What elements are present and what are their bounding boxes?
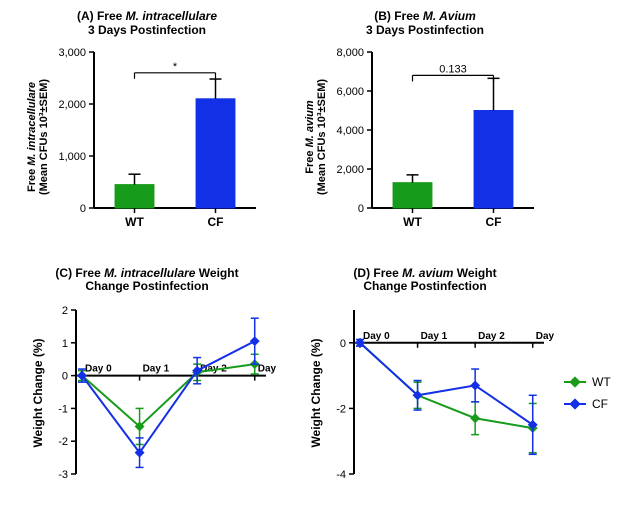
legend-wt-marker [569,376,580,387]
svg-text:0: 0 [62,371,68,383]
panel-c-svg: -3-2-1012Day 0Day 1Day 2Day 3 [46,298,276,488]
svg-text:0: 0 [340,338,346,350]
svg-text:CF: CF [486,215,502,229]
svg-text:2,000: 2,000 [58,99,86,111]
legend-cf-line [564,403,586,405]
panel-a-ylabel: Free M. intracellulare (Mean CFUs 10³±SE… [26,79,50,195]
panel-d-ylabel: Weight Change (%) [309,339,323,448]
legend-wt-line [564,381,586,383]
svg-text:Day 3: Day 3 [258,364,276,375]
panel-b-ylabel: Free M. avium (Mean CFUs 10³±SEM) [304,79,328,195]
svg-text:-2: -2 [336,403,346,415]
svg-text:Day 3: Day 3 [536,331,554,342]
panel-c: (C) Free M. intracellulare Weight Change… [8,265,286,522]
panel-a: (A) Free M. intracellulare 3 Days Postin… [8,8,286,265]
legend-cf-label: CF [592,397,608,411]
svg-text:8,000: 8,000 [336,47,364,59]
panel-a-chart: Free M. intracellulare (Mean CFUs 10³±SE… [56,42,286,232]
svg-text:Day 0: Day 0 [85,364,112,375]
panel-d: (D) Free M. avium Weight Change Postinfe… [286,265,564,522]
legend-cf-marker [569,398,580,409]
svg-text:-4: -4 [336,469,346,481]
svg-text:WT: WT [125,215,144,229]
panel-c-title: (C) Free M. intracellulare Weight Change… [8,267,286,295]
panel-d-chart: Weight Change (%) -4-20Day 0Day 1Day 2Da… [324,298,564,488]
svg-text:*: * [173,60,178,72]
svg-text:1: 1 [62,338,68,350]
panel-b: (B) Free M. Avium 3 Days Postinfection F… [286,8,564,265]
legend-wt: WT [564,375,632,389]
svg-text:2: 2 [62,305,68,317]
panel-d-title: (D) Free M. avium Weight Change Postinfe… [286,267,564,295]
legend-wt-label: WT [592,375,611,389]
svg-text:Day 1: Day 1 [421,331,448,342]
panel-d-svg: -4 -2 0 Day 0 Day 1 Day 2 Day 3 [324,298,554,488]
svg-text:0: 0 [358,203,364,215]
legend: WT CF [564,375,632,411]
svg-text:0: 0 [80,203,86,215]
svg-text:1,000: 1,000 [58,151,86,163]
figure-grid: (A) Free M. intracellulare 3 Days Postin… [8,8,632,521]
panel-c-chart: Weight Change (%) -3-2-1012Day 0Day 1Day… [46,298,286,488]
svg-text:0.133: 0.133 [439,63,467,75]
svg-text:-3: -3 [58,469,68,481]
panel-c-ylabel: Weight Change (%) [31,339,45,448]
svg-text:WT: WT [403,215,422,229]
svg-text:-2: -2 [58,436,68,448]
svg-text:Day 1: Day 1 [143,364,170,375]
panel-b-svg: 0 2,000 4,000 6,000 8,000 WT CF 0.133 [334,42,544,232]
svg-text:3,000: 3,000 [58,47,86,59]
svg-text:Day 0: Day 0 [363,331,390,342]
svg-text:CF: CF [208,215,224,229]
panel-b-title: (B) Free M. Avium 3 Days Postinfection [286,10,564,38]
legend-spacer [564,8,632,265]
svg-text:Day 2: Day 2 [478,331,505,342]
panel-b-chart: Free M. avium (Mean CFUs 10³±SEM) 02,000… [334,42,564,232]
legend-cf: CF [564,397,632,411]
svg-text:4,000: 4,000 [336,125,364,137]
panel-a-svg: 0 1,000 2,000 3,000 WT CF * [56,42,266,232]
svg-text:-1: -1 [58,403,68,415]
panel-a-title: (A) Free M. intracellulare 3 Days Postin… [8,10,286,38]
svg-text:6,000: 6,000 [336,86,364,98]
svg-text:2,000: 2,000 [336,164,364,176]
